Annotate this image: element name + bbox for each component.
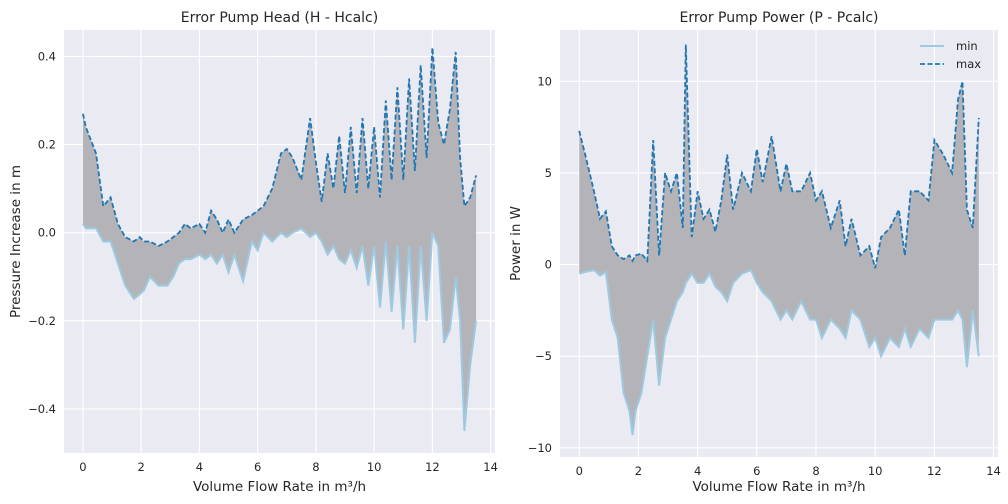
legend-max-label: max: [956, 57, 981, 71]
y-tick-labels: −0.4 −0.2 0.0 0.2 0.4: [28, 49, 56, 416]
x-tick-label: 0: [79, 460, 86, 474]
chart-title: Error Pump Power (P - Pcalc): [679, 10, 878, 26]
y-tick-label: 5: [545, 166, 552, 180]
x-tick-labels: 0 2 4 6 8 10 12 14: [79, 460, 498, 474]
y-tick-label: 0: [545, 258, 552, 272]
x-tick-label: 4: [196, 460, 203, 474]
x-tick-label: 14: [986, 464, 1001, 478]
y-tick-label: −5: [535, 349, 552, 363]
x-tick-label: 12: [927, 464, 942, 478]
x-tick-label: 8: [312, 460, 319, 474]
x-axis-label: Volume Flow Rate in m³/h: [692, 479, 865, 495]
max-series-line: [578, 44, 980, 269]
legend: min max: [920, 39, 981, 71]
y-tick-label: 10: [537, 74, 552, 88]
x-axis-label: Volume Flow Rate in m³/h: [193, 479, 366, 495]
y-tick-label: 0.0: [38, 226, 56, 240]
panel-pump-power: 0 2 4 6 8 10 12 14 −10 −5 0 5 10 Error Pump Power (…: [508, 10, 1001, 495]
x-tick-label: 10: [367, 460, 382, 474]
y-tick-label: −0.2: [28, 314, 56, 328]
y-tick-labels: −10 −5 0 5 10: [528, 74, 552, 455]
chart-title: Error Pump Head (H - Hcalc): [181, 10, 378, 26]
min-max-band: [579, 44, 979, 435]
y-tick-label: 0.2: [38, 138, 56, 152]
max-series-line: [82, 47, 477, 247]
y-axis-label: Pressure Increase in m: [8, 165, 24, 318]
min-max-band: [82, 47, 477, 431]
x-tick-labels: 0 2 4 6 8 10 12 14: [576, 464, 1001, 478]
x-tick-label: 4: [694, 464, 701, 478]
y-tick-label: −0.4: [28, 402, 56, 416]
x-tick-label: 0: [576, 464, 583, 478]
min-series-line: [578, 268, 980, 436]
y-tick-label: −10: [528, 441, 552, 455]
x-tick-label: 6: [753, 464, 760, 478]
x-tick-label: 2: [635, 464, 642, 478]
x-tick-label: 10: [868, 464, 883, 478]
x-tick-label: 12: [425, 460, 440, 474]
panel-pump-head: 0 2 4 6 8 10 12 14 −0.4 −0.2 0.0 0.2 0.4 Error Pump…: [8, 10, 498, 495]
legend-min-label: min: [956, 39, 978, 53]
min-series-line: [82, 223, 478, 432]
y-axis-label: Power in W: [508, 206, 524, 281]
y-tick-label: 0.4: [38, 49, 56, 63]
x-tick-label: 8: [812, 464, 819, 478]
x-tick-label: 14: [483, 460, 498, 474]
x-tick-label: 2: [138, 460, 145, 474]
x-tick-label: 6: [254, 460, 261, 474]
